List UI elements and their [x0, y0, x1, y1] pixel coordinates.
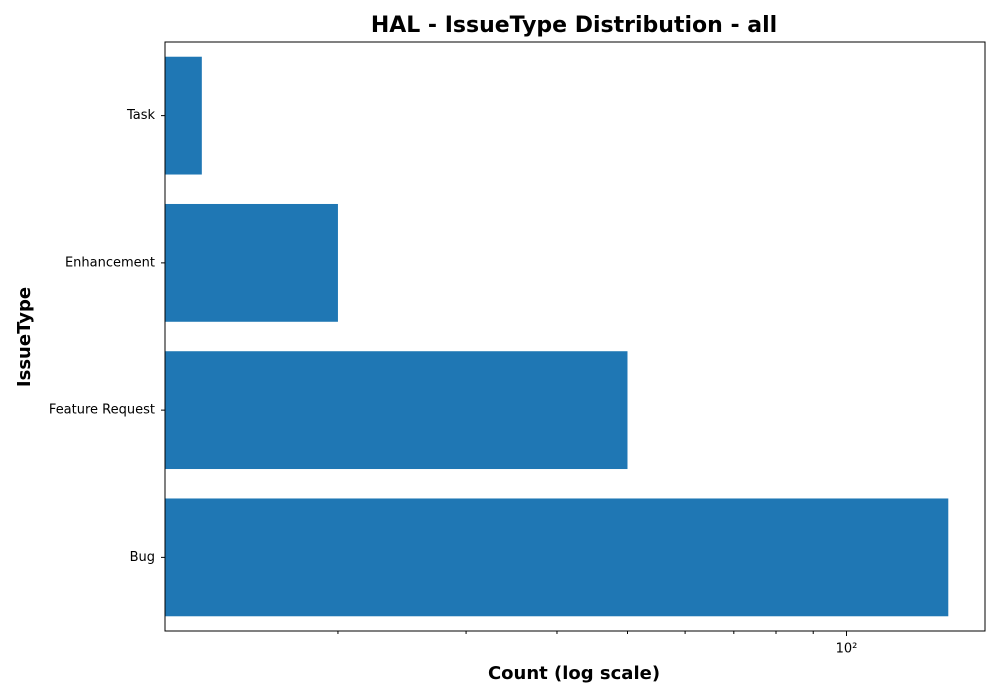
bar: [165, 498, 949, 617]
plot-frame: [164, 41, 986, 632]
x-axis-label: Count (log scale): [488, 663, 660, 684]
chart-title: HAL - IssueType Distribution - all: [371, 13, 777, 38]
y-tick-label: Feature Request: [49, 403, 155, 418]
x-tick-label: 10²: [836, 642, 858, 657]
bar: [165, 351, 628, 470]
y-tick-label: Enhancement: [65, 255, 155, 270]
y-tick-label: Bug: [130, 550, 155, 565]
y-tick-label: Task: [126, 108, 156, 123]
y-axis-label: IssueType: [14, 287, 35, 387]
bar: [165, 56, 202, 175]
bar: [165, 203, 338, 322]
